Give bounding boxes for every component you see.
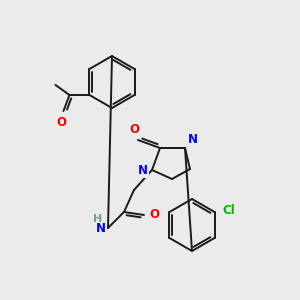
Text: O: O — [149, 208, 159, 220]
Text: O: O — [56, 116, 67, 129]
Text: N: N — [188, 133, 198, 146]
Text: N: N — [138, 164, 148, 178]
Text: H: H — [93, 214, 102, 224]
Text: Cl: Cl — [223, 203, 235, 217]
Text: N: N — [96, 223, 106, 236]
Text: O: O — [129, 123, 139, 136]
